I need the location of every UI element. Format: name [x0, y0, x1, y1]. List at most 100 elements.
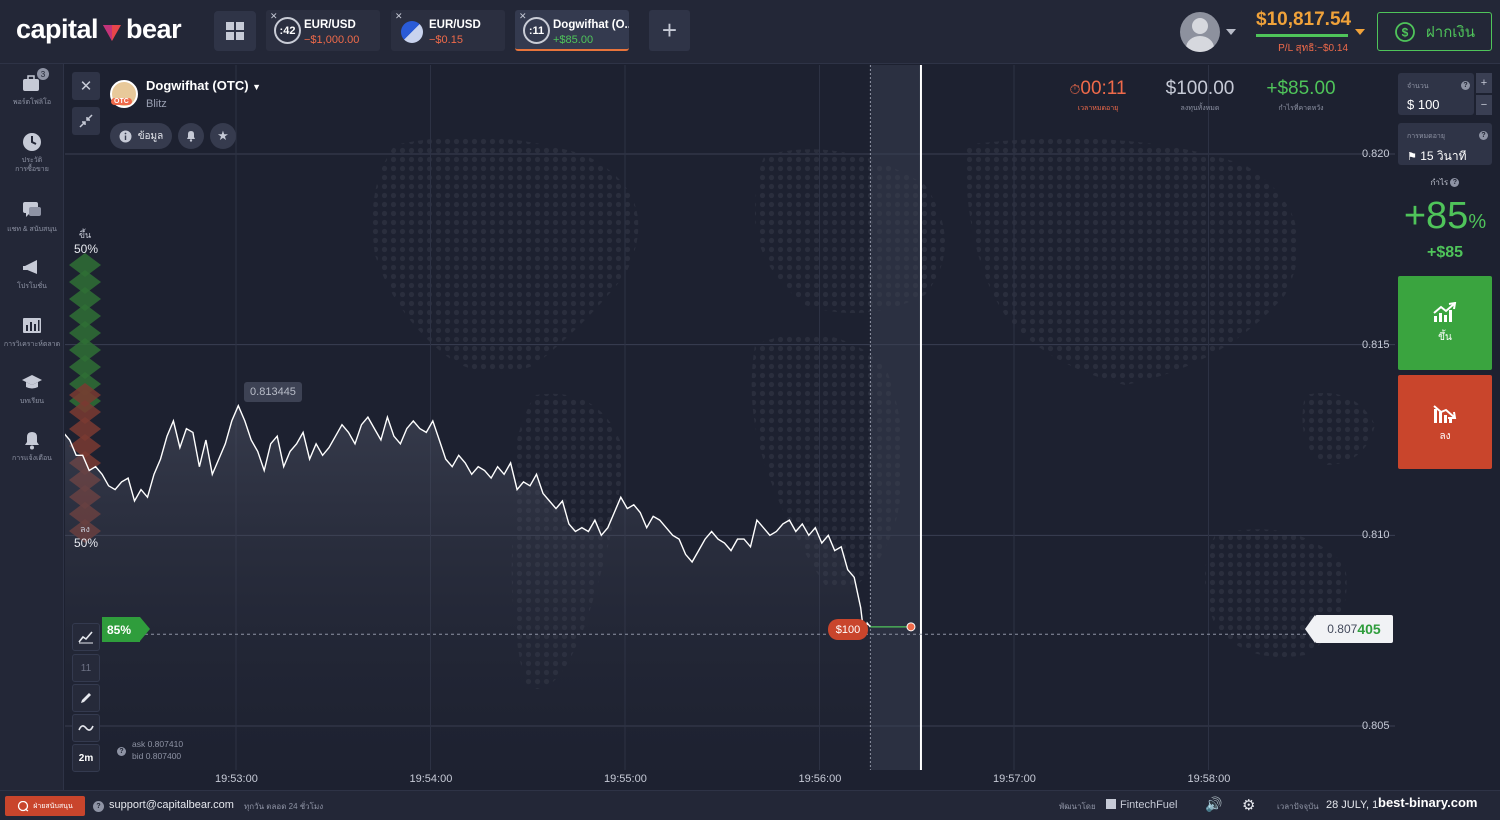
sidebar-item-portfolio[interactable]: 3 พอร์ตโฟลิโอ — [0, 68, 64, 107]
interval-button[interactable]: 2m — [72, 744, 100, 772]
close-tab-icon[interactable]: ✕ — [519, 11, 527, 21]
fintechfuel-brand[interactable]: FintechFuel — [1106, 799, 1177, 811]
sidebar-item-analytics[interactable]: การวิเคราะห์ตลาด — [0, 316, 64, 349]
sidebar-item-label: การวิเคราะห์ตลาด — [3, 341, 61, 348]
watermark: best-binary.com — [1378, 795, 1478, 810]
amount-increase-button[interactable]: + — [1476, 73, 1492, 93]
deposit-label: ฝากเงิน — [1426, 23, 1475, 41]
chart-area[interactable] — [65, 65, 1395, 790]
eur-usd-flag-icon — [401, 21, 423, 43]
tab-eurusd-2[interactable]: ✕ EUR/USD −$0.15 — [391, 10, 505, 51]
amount-value[interactable]: $ 100 — [1407, 97, 1440, 112]
sentiment-up-mark-1 — [69, 270, 101, 294]
tab-timer: :42 — [274, 17, 301, 44]
asset-mode: Blitz — [146, 98, 167, 110]
collapse-button[interactable] — [72, 107, 100, 135]
price-chart[interactable] — [65, 65, 1395, 790]
star-icon: ★ — [217, 128, 229, 143]
sidebar-item-chat[interactable]: แชท & สนับสนุน — [0, 201, 64, 234]
sidebar-item-promotions[interactable]: โปรโมชั่น — [0, 258, 64, 291]
svg-text:$: $ — [1402, 25, 1409, 39]
sidebar-item-history[interactable]: ประวัติ การซื้อขาย — [0, 132, 64, 174]
profit-pct-value: +85 — [1403, 195, 1469, 237]
y-tick-label: 0.805 — [1362, 720, 1390, 732]
megaphone-icon — [21, 258, 43, 276]
indicator-button[interactable] — [72, 714, 100, 742]
favorite-button[interactable]: ★ — [210, 123, 236, 149]
gear-icon[interactable]: ⚙ — [1242, 797, 1256, 814]
grid-icon — [226, 22, 244, 40]
asset-selector[interactable]: Dogwifhat (OTC) ▼ — [146, 78, 261, 93]
expiry-timer: ⏱00:11 เวลาหมดอายุ — [1062, 78, 1134, 114]
sentiment-up-pct: 50% — [74, 242, 99, 256]
current-time-label: เวลาปัจจุบัน — [1277, 802, 1319, 811]
profit-amount: +$85 — [1426, 244, 1464, 261]
world-map-dots-4 — [965, 138, 1299, 385]
help-icon[interactable]: ? — [117, 747, 126, 756]
account-balance[interactable]: $10,817.54 — [1256, 9, 1352, 30]
draw-button[interactable] — [72, 684, 100, 712]
fintechfuel-label: FintechFuel — [1120, 799, 1178, 811]
alert-button[interactable] — [178, 123, 204, 149]
put-label: ลง — [1439, 431, 1451, 442]
sidebar-item-label: แชท & สนับสนุน — [7, 226, 57, 233]
expiry-field[interactable]: การหมดอายุ ? ⚑ 15 วินาที — [1398, 123, 1492, 165]
help-icon[interactable]: ? — [1479, 131, 1488, 140]
sentiment-down-pct: 50% — [74, 536, 99, 550]
deposit-button[interactable]: $ ฝากเงิน — [1377, 12, 1492, 51]
fintechfuel-logo-icon — [1106, 799, 1116, 809]
info-button[interactable]: ข้อมูล — [110, 123, 172, 149]
support-button[interactable]: ฝ่ายสนับสนุน — [5, 796, 85, 816]
tab-eurusd-1[interactable]: ✕ :42 EUR/USD −$1,000.00 — [266, 10, 380, 51]
flag-icon: ⚑ — [1407, 151, 1417, 163]
sentiment-down-mark-0 — [69, 383, 101, 407]
add-tab-button[interactable]: + — [649, 10, 690, 51]
volume-icon[interactable]: 🔊 — [1205, 796, 1223, 812]
tab-pl: −$0.15 — [429, 34, 463, 46]
otc-badge: OTC — [111, 98, 132, 105]
trend-down-icon — [1433, 405, 1457, 423]
bell-icon — [21, 430, 43, 450]
dollar-circle-icon: $ — [1395, 21, 1415, 42]
timer-value: 00:11 — [1080, 78, 1127, 99]
sidebar-item-notifications[interactable]: การแจ้งเตือน — [0, 430, 64, 463]
portfolio-badge: 3 — [37, 68, 49, 80]
avatar[interactable] — [1180, 12, 1220, 52]
profit-pct-sign: % — [1468, 211, 1487, 233]
current-date: 28 JULY, 1 — [1326, 799, 1379, 811]
price-tooltip: 0.813445 — [244, 382, 302, 402]
x-tick-label: 19:56:00 — [798, 773, 842, 785]
amount-decrease-button[interactable]: − — [1476, 95, 1492, 115]
chart-type-button[interactable] — [72, 623, 100, 651]
stopwatch-icon: ⏱ — [1069, 81, 1081, 97]
bar-chart-icon — [21, 316, 43, 334]
payout-tag: 85% — [102, 617, 150, 642]
call-up-button[interactable]: ขึ้น — [1398, 276, 1492, 370]
info-icon — [119, 130, 132, 142]
sidebar-item-lessons[interactable]: บทเรียน — [0, 373, 64, 406]
expiry-zone — [870, 65, 921, 770]
trade-amount-tag[interactable]: $100 — [828, 619, 868, 640]
layout-grid-button[interactable] — [214, 11, 256, 51]
investment-label: ลงทุนทั้งหมด — [1180, 105, 1220, 112]
chevron-down-icon[interactable] — [1355, 29, 1365, 35]
sidebar-item-label: ประวัติ การซื้อขาย — [15, 157, 49, 173]
investment-value: $100.00 — [1165, 78, 1235, 99]
close-chart-button[interactable]: ✕ — [72, 72, 100, 100]
support-email[interactable]: support@capitalbear.com — [109, 799, 234, 811]
trade-expiry-point — [906, 622, 916, 632]
footer: ฝ่ายสนับสนุน ? support@capitalbear.com ท… — [0, 790, 1500, 820]
tool-11-button[interactable]: 11 — [72, 654, 100, 682]
sentiment-up-mark-3 — [69, 304, 101, 328]
chevron-down-icon[interactable] — [1226, 29, 1236, 35]
close-tab-icon[interactable]: ✕ — [395, 11, 403, 21]
help-icon[interactable]: ? — [1450, 178, 1460, 188]
amount-field[interactable]: จำนวน ? $ 100 — [1398, 73, 1474, 115]
logo[interactable]: capital bear — [16, 14, 182, 45]
amount-title: จำนวน — [1407, 83, 1429, 90]
put-down-button[interactable]: ลง — [1398, 375, 1492, 469]
close-tab-icon[interactable]: ✕ — [270, 11, 278, 21]
expected-value: +$85.00 — [1266, 78, 1336, 99]
tab-dogwifhat[interactable]: ✕ :11 Dogwifhat (O... +$85.00 — [515, 10, 629, 51]
help-icon[interactable]: ? — [1461, 81, 1470, 90]
